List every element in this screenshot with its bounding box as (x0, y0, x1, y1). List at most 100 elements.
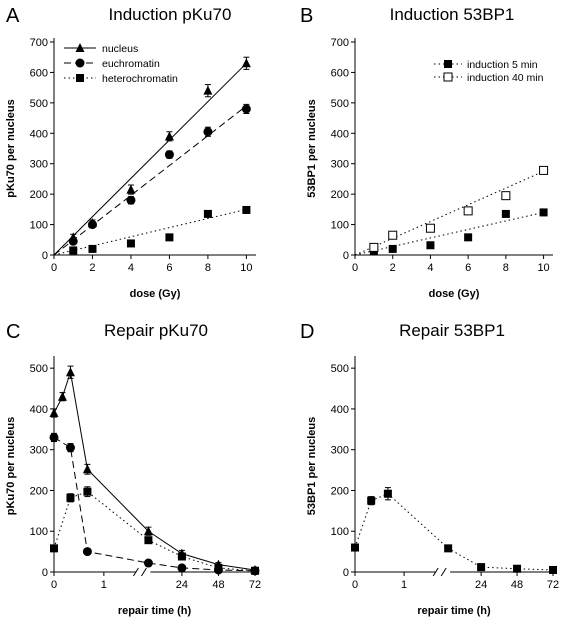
data-point-d-0 (444, 544, 453, 553)
y-tick-label-a: 500 (30, 98, 48, 110)
data-point-c-1 (82, 547, 92, 557)
data-point-c-2 (177, 552, 186, 561)
y-tick-label-a: 600 (30, 67, 48, 79)
data-point-b-1 (463, 206, 473, 216)
x-tick-label-c: 1 (101, 579, 107, 591)
y-tick-label-b: 400 (331, 128, 349, 140)
x-tick-label-a: 2 (89, 262, 95, 274)
data-point-a-2 (69, 246, 78, 255)
data-point-c-0 (82, 464, 92, 474)
panel-c: C Repair pKu70 0 100 200 300 400 500 0 1 24 48 72 rep… (5, 321, 261, 617)
y-tick-label-b: 300 (331, 159, 349, 171)
x-tick-label-d: 1 (401, 579, 407, 591)
y-axis-label-c: pKu70 per nucleus (5, 417, 17, 515)
y-tick-label-a: 700 (30, 37, 48, 49)
y-tick-label-c: 500 (30, 363, 48, 375)
data-point-c-2 (66, 493, 75, 502)
data-point-d-0 (549, 565, 557, 574)
y-tick-label-d: 400 (331, 404, 349, 416)
panel-title-d: Repair 53BP1 (399, 321, 505, 340)
data-point-c-1 (177, 563, 187, 573)
x-tick-label-a: 4 (128, 262, 134, 274)
data-point-b-0 (539, 208, 548, 217)
y-axis-label-d: 53BP1 per nucleus (306, 417, 318, 515)
panel-letter-a: A (6, 5, 20, 27)
data-point-a-2 (165, 233, 174, 242)
legend-marker-b-0 (444, 60, 452, 68)
data-point-d-0 (513, 564, 522, 573)
fit-line-b-0 (354, 211, 544, 256)
series-b-0 (354, 208, 548, 256)
axis-break-mark-d (440, 567, 447, 577)
series-a-0 (53, 56, 251, 256)
data-point-c-1 (143, 558, 153, 568)
legend-marker-a-0 (75, 43, 85, 52)
panel-letter-d: D (300, 321, 314, 343)
legend-label-a-1: euchromatin (102, 58, 160, 70)
data-point-a-1 (87, 220, 97, 230)
legend-a: nucleus euchromatin heterochromatin (64, 43, 178, 85)
y-tick-label-a: 100 (30, 220, 48, 232)
data-point-a-0 (126, 184, 136, 194)
panel-title-c: Repair pKu70 (104, 321, 208, 340)
y-tick-label-a: 400 (30, 128, 48, 140)
data-point-c-2 (83, 487, 92, 496)
fit-line-a-0 (53, 62, 247, 256)
x-tick-label-b: 8 (503, 262, 509, 274)
data-point-b-0 (426, 241, 435, 250)
x-tick-label-d: 48 (511, 579, 523, 591)
data-point-a-1 (126, 195, 136, 205)
x-tick-label-b: 0 (352, 262, 358, 274)
panel-d: D Repair 53BP1 0 100 200 300 400 500 0 1 24 48 72 rep… (300, 321, 559, 617)
data-point-b-1 (539, 165, 549, 175)
fit-line-b-1 (354, 170, 544, 256)
data-point-b-1 (369, 242, 379, 252)
y-tick-label-c: 300 (30, 445, 48, 457)
data-point-b-0 (501, 209, 510, 218)
legend-label-a-0: nucleus (102, 43, 138, 55)
panel-letter-c: C (6, 321, 20, 343)
data-point-a-2 (203, 209, 212, 218)
data-point-d-0 (351, 543, 359, 552)
y-tick-label-d: 300 (331, 445, 349, 457)
data-point-c-0 (143, 526, 153, 536)
data-point-b-0 (388, 244, 397, 253)
axis-break-mark-c (140, 567, 147, 577)
x-tick-label-a: 8 (205, 262, 211, 274)
y-tick-label-a: 0 (42, 250, 48, 262)
x-tick-label-a: 10 (240, 262, 252, 274)
x-tick-label-d: 72 (547, 579, 559, 591)
y-axis-label-b: 53BP1 per nucleus (306, 99, 318, 197)
data-point-a-0 (241, 58, 251, 68)
y-tick-label-b: 500 (331, 98, 349, 110)
x-tick-label-c: 72 (249, 579, 261, 591)
y-tick-label-d: 500 (331, 363, 349, 375)
y-tick-label-d: 0 (343, 567, 349, 579)
series-a-1 (53, 103, 251, 256)
data-point-a-0 (164, 131, 174, 141)
data-point-c-1 (49, 432, 59, 442)
data-point-b-1 (501, 191, 511, 201)
legend-marker-a-2 (76, 74, 84, 82)
data-point-a-1 (68, 236, 78, 246)
x-tick-label-d: 0 (352, 579, 358, 591)
legend-label-b-1: induction 40 min (467, 72, 544, 84)
y-tick-label-b: 600 (331, 67, 349, 79)
y-tick-label-c: 0 (42, 567, 48, 579)
panel-title-b: Induction 53BP1 (390, 5, 515, 24)
data-point-b-1 (388, 230, 398, 240)
y-axis-label-a: pKu70 per nucleus (5, 99, 17, 197)
data-point-a-0 (203, 85, 213, 95)
legend-marker-b-1 (443, 72, 453, 82)
data-point-c-0 (65, 367, 75, 377)
series-line-d-0 (354, 493, 554, 571)
fit-line-a-1 (53, 105, 247, 256)
panel-a: A Induction pKu70 0 100 200 300 400 500 600 700 0 2… (5, 5, 256, 300)
x-tick-label-c: 24 (176, 579, 188, 591)
panel-title-a: Induction pKu70 (109, 5, 232, 24)
series-c-1 (49, 432, 260, 576)
x-tick-label-a: 0 (51, 262, 57, 274)
data-point-a-1 (241, 104, 251, 114)
series-b-1 (354, 165, 549, 256)
